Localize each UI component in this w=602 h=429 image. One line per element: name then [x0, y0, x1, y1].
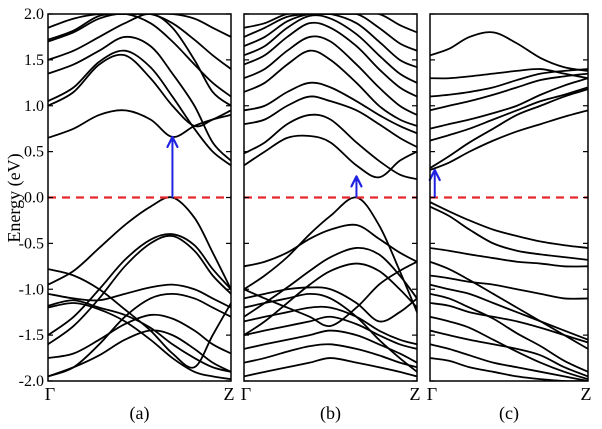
y-axis-title: Energy (eV) [4, 153, 25, 242]
transition-arrow-head [166, 135, 179, 149]
band-line [48, 14, 231, 70]
band-line [48, 14, 231, 107]
band-line [430, 109, 588, 171]
band-line [48, 234, 231, 346]
band-line [48, 14, 231, 98]
panels: Γ Z(a)Γ Z(b)Γ Z(c)2.01.51.00.50.0-0.5-1.0-1… [19, 6, 592, 424]
band-line [430, 72, 588, 112]
band-line [244, 81, 417, 135]
band-line [244, 223, 417, 268]
transition-arrow-head [350, 175, 363, 188]
band-line [48, 313, 231, 359]
band-line [244, 196, 417, 314]
band-line [244, 14, 417, 69]
y-tick-label: -1.0 [19, 281, 44, 298]
band-line [244, 262, 417, 337]
band-line [48, 196, 231, 291]
band-line [244, 95, 417, 148]
panel-frame [429, 13, 589, 382]
y-tick-label: 2.0 [24, 6, 44, 23]
band-line [430, 88, 588, 170]
y-tick-label: -0.5 [19, 235, 44, 252]
band-line [48, 292, 231, 378]
band-line [430, 274, 588, 300]
band-line [244, 343, 417, 369]
band-line [244, 286, 417, 323]
band-lines [48, 14, 231, 381]
band-line [430, 329, 588, 378]
band-line [244, 14, 417, 84]
band-line [48, 14, 231, 38]
band-line [430, 292, 588, 373]
k-label-z: Z [410, 384, 421, 404]
panel-label: (b) [320, 403, 341, 424]
band-line [430, 343, 588, 381]
panel-2: Γ Z (b) [241, 13, 421, 424]
band-line [48, 233, 231, 337]
band-line [430, 260, 588, 350]
band-line [244, 134, 417, 179]
band-line [244, 21, 417, 98]
band-line [244, 315, 417, 350]
band-line [430, 68, 588, 80]
band-lines [244, 14, 417, 378]
band-line [244, 113, 417, 181]
y-tick-label: 0.5 [24, 144, 44, 161]
band-line [430, 283, 588, 341]
band-line [430, 205, 588, 261]
band-line [430, 86, 588, 142]
band-line [48, 302, 231, 381]
panel-label: (a) [130, 403, 150, 424]
k-label-gamma: Γ [45, 384, 55, 404]
band-line [48, 35, 231, 162]
y-tick-label: 1.0 [24, 98, 44, 115]
band-line [430, 77, 588, 130]
band-line [48, 53, 231, 128]
transition-arrow-head [428, 168, 441, 182]
band-line [430, 201, 588, 249]
band-line [244, 329, 417, 364]
panel-1: Γ Z (a) [45, 13, 235, 424]
k-label-z: Z [224, 384, 235, 404]
y-tick-label: 0.0 [24, 190, 44, 207]
band-line [430, 247, 588, 268]
band-line [48, 299, 231, 373]
band-lines [430, 31, 588, 381]
y-tick-label: -1.5 [19, 327, 44, 344]
band-line [244, 260, 417, 328]
band-line [244, 14, 417, 34]
y-tick-label: 1.5 [24, 52, 44, 69]
band-line [244, 49, 417, 127]
band-line [244, 14, 417, 52]
band-line [48, 49, 231, 167]
band-line [430, 31, 588, 72]
band-line [48, 109, 231, 139]
band-line [244, 35, 417, 116]
band-line [244, 357, 417, 378]
band-line [48, 268, 231, 369]
k-label-gamma: Γ [241, 384, 251, 404]
band-line [244, 247, 417, 318]
y-tick-label: -2.0 [19, 373, 44, 390]
k-label-gamma: Γ [427, 384, 437, 404]
band-line [48, 283, 231, 309]
panel-label: (c) [499, 403, 519, 424]
panel-3: Γ Z (c) [427, 13, 592, 424]
k-label-z: Z [581, 384, 592, 404]
band-line [430, 68, 588, 98]
